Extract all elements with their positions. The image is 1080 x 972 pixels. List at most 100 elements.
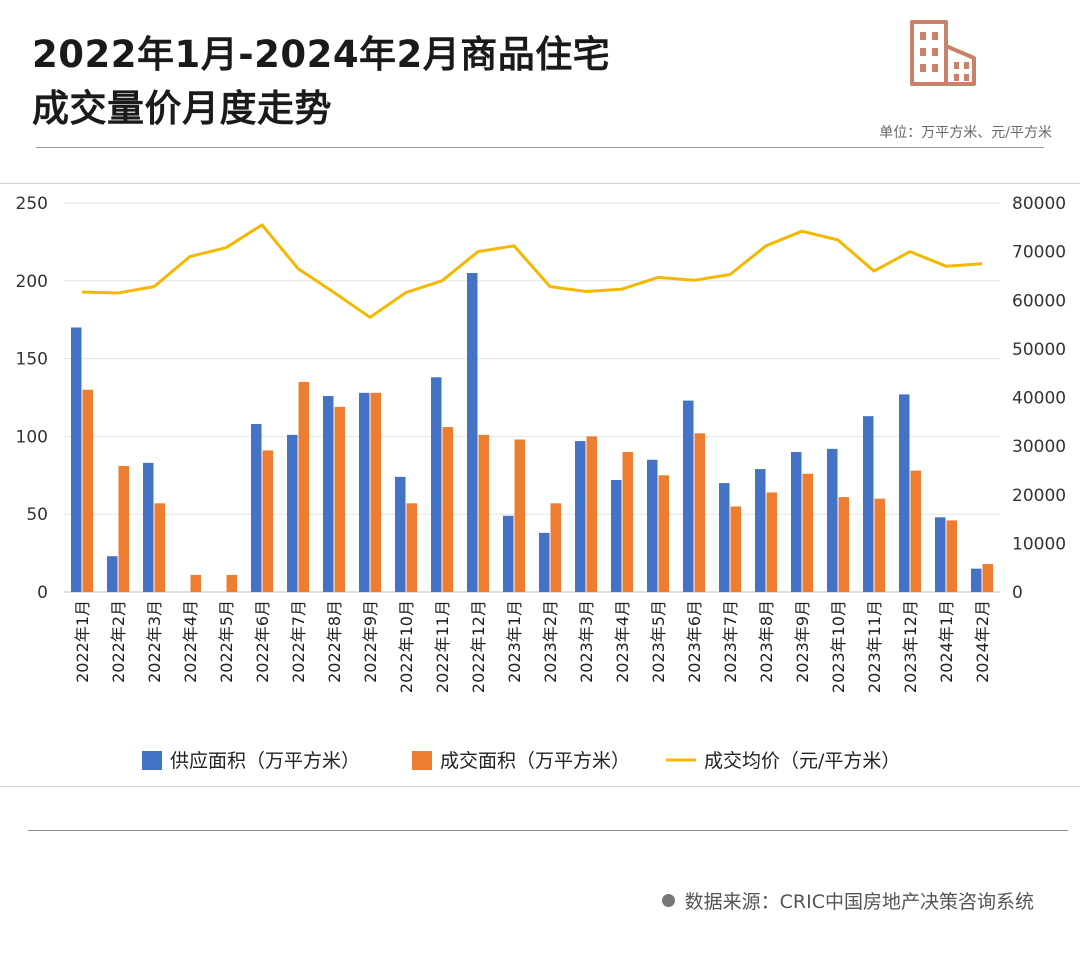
supply-bar bbox=[863, 416, 874, 592]
right-tick-label: 50000 bbox=[1012, 340, 1066, 360]
legend-supply-swatch bbox=[142, 751, 162, 770]
deal-bar bbox=[406, 503, 417, 592]
left-tick-label: 50 bbox=[26, 505, 48, 525]
supply-bar bbox=[323, 395, 334, 592]
category-label: 2022年12月 bbox=[469, 600, 488, 693]
supply-bar bbox=[539, 532, 550, 592]
right-tick-label: 70000 bbox=[1012, 243, 1066, 263]
legend-supply-label: 供应面积（万平方米） bbox=[170, 750, 360, 772]
category-label: 2022年7月 bbox=[289, 600, 308, 683]
deal-bar bbox=[838, 497, 849, 592]
category-label: 2024年2月 bbox=[973, 600, 992, 683]
category-label: 2023年3月 bbox=[577, 600, 596, 683]
deal-bar bbox=[478, 434, 489, 592]
deal-bar bbox=[910, 470, 921, 592]
category-label: 2023年2月 bbox=[541, 600, 560, 683]
category-label: 2022年4月 bbox=[181, 600, 200, 683]
category-label: 2023年4月 bbox=[613, 600, 632, 683]
deal-bar bbox=[514, 439, 525, 592]
supply-bar bbox=[287, 434, 298, 592]
category-label: 2023年9月 bbox=[793, 600, 812, 683]
category-label: 2023年7月 bbox=[721, 600, 740, 683]
deal-bar bbox=[154, 503, 165, 592]
category-label: 2022年2月 bbox=[109, 600, 128, 683]
category-label: 2022年3月 bbox=[145, 600, 164, 683]
left-tick-label: 0 bbox=[37, 583, 48, 603]
title-line-2: 成交量价月度走势 bbox=[32, 87, 332, 130]
legend-deal-swatch bbox=[412, 751, 432, 770]
data-source: 数据来源：CRIC中国房地产决策咨询系统 bbox=[661, 887, 1034, 914]
deal-bar bbox=[550, 503, 561, 592]
category-label: 2023年1月 bbox=[505, 600, 524, 683]
deal-bar bbox=[298, 381, 309, 592]
legend-deal-label: 成交面积（万平方米） bbox=[440, 750, 630, 772]
deal-bar bbox=[946, 520, 957, 592]
supply-bar bbox=[503, 515, 514, 592]
deal-bar bbox=[586, 436, 597, 592]
chart-area: 0 50 100 150 200 250 0 10000 20000 30000 40000 5000… bbox=[0, 183, 1080, 787]
deal-bar bbox=[334, 406, 345, 592]
legend-price-label: 成交均价（元/平方米） bbox=[704, 750, 900, 772]
right-tick-label: 40000 bbox=[1012, 389, 1066, 409]
deal-bar bbox=[730, 506, 741, 592]
supply-bar bbox=[827, 448, 838, 592]
category-label: 2022年1月 bbox=[73, 600, 92, 683]
supply-bar bbox=[143, 462, 154, 592]
category-label: 2023年6月 bbox=[685, 600, 704, 683]
data-source-text: 数据来源：CRIC中国房地产决策咨询系统 bbox=[684, 891, 1034, 913]
category-label: 2023年8月 bbox=[757, 600, 776, 683]
right-tick-label: 80000 bbox=[1012, 194, 1066, 214]
supply-bar bbox=[611, 479, 622, 592]
category-label: 2023年10月 bbox=[829, 600, 848, 693]
page-title: 2022年1月-2024年2月商品住宅 成交量价月度走势 bbox=[32, 28, 610, 136]
unit-label: 单位：万平方米、元/平方米 bbox=[879, 125, 1052, 141]
right-tick-label: 0 bbox=[1012, 583, 1023, 603]
right-tick-label: 10000 bbox=[1012, 534, 1066, 554]
bullet-icon bbox=[661, 894, 675, 907]
supply-bar bbox=[575, 441, 586, 592]
supply-bar bbox=[467, 273, 478, 592]
supply-bar bbox=[359, 392, 370, 592]
category-label: 2022年11月 bbox=[433, 600, 452, 693]
deal-bar bbox=[658, 475, 669, 592]
supply-bar bbox=[899, 394, 910, 592]
supply-bar bbox=[431, 377, 442, 592]
left-tick-label: 250 bbox=[16, 194, 48, 214]
category-label: 2023年12月 bbox=[901, 600, 920, 693]
deal-bar bbox=[982, 563, 993, 592]
deal-bar bbox=[226, 574, 237, 592]
deal-bar bbox=[262, 450, 273, 592]
supply-bar bbox=[395, 476, 406, 592]
supply-bar bbox=[719, 483, 730, 592]
supply-bar bbox=[683, 400, 694, 592]
category-label: 2022年6月 bbox=[253, 600, 272, 683]
supply-bar bbox=[107, 556, 118, 592]
left-tick-label: 100 bbox=[16, 427, 48, 447]
deal-bar bbox=[190, 574, 201, 592]
left-tick-label: 200 bbox=[16, 272, 48, 292]
category-label: 2022年8月 bbox=[325, 600, 344, 683]
supply-bar bbox=[647, 459, 658, 592]
left-tick-label: 150 bbox=[16, 350, 48, 370]
building-icon bbox=[910, 20, 976, 86]
supply-bar bbox=[755, 469, 766, 592]
deal-bar bbox=[694, 433, 705, 592]
deal-bar bbox=[622, 451, 633, 592]
category-label: 2022年10月 bbox=[397, 600, 416, 693]
right-tick-label: 20000 bbox=[1012, 486, 1066, 506]
supply-bar bbox=[935, 517, 946, 592]
deal-bar bbox=[118, 465, 129, 592]
deal-bar bbox=[370, 392, 381, 592]
right-tick-label: 60000 bbox=[1012, 291, 1066, 311]
right-tick-label: 30000 bbox=[1012, 437, 1066, 457]
deal-bar bbox=[82, 389, 93, 592]
supply-bar bbox=[251, 423, 262, 592]
supply-bar bbox=[791, 451, 802, 592]
price-line bbox=[81, 223, 983, 319]
category-label: 2023年5月 bbox=[649, 600, 668, 683]
category-label: 2022年9月 bbox=[361, 600, 380, 683]
title-line-1: 2022年1月-2024年2月商品住宅 bbox=[32, 33, 611, 76]
footer-divider bbox=[28, 830, 1068, 831]
category-label: 2022年5月 bbox=[217, 600, 236, 683]
header-divider bbox=[36, 147, 1044, 148]
